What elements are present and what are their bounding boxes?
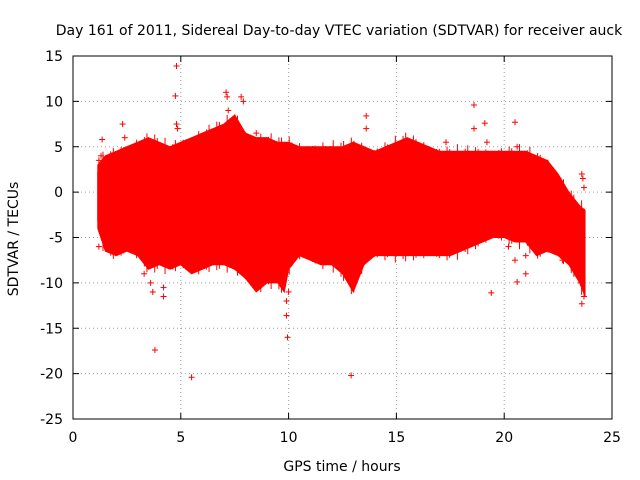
- x-tick-label: 10: [280, 430, 298, 446]
- outlier-point: [511, 257, 518, 264]
- y-tick-label: -20: [40, 367, 63, 383]
- outlier-point: [284, 334, 291, 341]
- y-tick-label: -5: [49, 231, 63, 247]
- outlier-points: [95, 62, 587, 381]
- outlier-point: [149, 288, 156, 295]
- outlier-point: [174, 125, 181, 132]
- y-axis-label: SDTVAR / TECUs: [6, 182, 22, 297]
- outlier-point: [580, 293, 587, 300]
- outlier-point: [172, 92, 179, 99]
- y-tick-label: -15: [40, 321, 63, 337]
- outlier-point: [442, 139, 449, 146]
- outlier-point: [488, 289, 495, 296]
- outlier-point: [578, 300, 585, 307]
- outlier-point: [363, 125, 370, 132]
- outlier-point: [119, 121, 126, 128]
- outlier-point: [579, 175, 586, 182]
- outlier-point: [224, 93, 231, 100]
- y-tick-labels: -25 -20 -15 -10 -5 0 5 10 15: [40, 49, 63, 428]
- outlier-point: [160, 293, 167, 300]
- outlier-point: [121, 134, 128, 141]
- outlier-point: [147, 279, 154, 286]
- outlier-point: [576, 261, 583, 268]
- outlier-point: [514, 143, 521, 150]
- grid: [73, 56, 612, 419]
- outlier-point: [578, 170, 585, 177]
- outlier-point: [141, 270, 148, 277]
- axis-ticks: [72, 55, 613, 420]
- x-tick-label: 0: [69, 430, 78, 446]
- y-tick-label: 10: [45, 94, 63, 110]
- outlier-point: [363, 112, 370, 119]
- outlier-point: [283, 312, 290, 319]
- outlier-point: [253, 130, 260, 137]
- outlier-point: [98, 152, 105, 159]
- outlier-point: [505, 243, 512, 250]
- outlier-point: [483, 139, 490, 146]
- x-tick-label: 25: [603, 430, 621, 446]
- x-tick-labels: 0 5 10 15 20 25: [69, 430, 621, 446]
- outlier-point: [577, 279, 584, 286]
- outlier-point: [559, 257, 566, 264]
- outlier-point: [188, 374, 195, 381]
- outlier-point: [240, 98, 247, 105]
- outlier-point: [511, 119, 518, 126]
- x-tick-label: 15: [387, 430, 405, 446]
- outlier-point: [99, 136, 106, 143]
- outlier-point: [151, 347, 158, 354]
- x-axis-label: GPS time / hours: [283, 459, 400, 475]
- outlier-point: [173, 121, 180, 128]
- outlier-point: [238, 93, 245, 100]
- y-tick-label: -10: [40, 276, 63, 292]
- y-tick-label: 5: [54, 140, 63, 156]
- outlier-point: [95, 157, 102, 164]
- chart-title: Day 161 of 2011, Sidereal Day-to-day VTE…: [56, 23, 623, 39]
- y-tick-label: -25: [40, 412, 63, 428]
- x-tick-label: 20: [495, 430, 513, 446]
- outlier-point: [514, 278, 521, 285]
- outlier-point: [481, 120, 488, 127]
- outlier-point: [471, 125, 478, 132]
- outlier-point: [522, 252, 529, 259]
- outlier-point: [95, 243, 102, 250]
- data-envelope: [97, 114, 586, 297]
- outlier-point: [173, 62, 180, 69]
- outlier-point: [225, 107, 232, 114]
- outlier-point: [283, 298, 290, 305]
- x-tick-label: 5: [176, 430, 185, 446]
- y-tick-label: 15: [45, 49, 63, 65]
- outlier-point: [348, 372, 355, 379]
- outlier-point: [580, 184, 587, 191]
- outlier-point: [160, 284, 167, 291]
- outlier-point: [223, 89, 230, 96]
- y-tick-label: 0: [54, 185, 63, 201]
- outlier-point: [522, 270, 529, 277]
- outlier-point: [471, 102, 478, 109]
- outlier-point: [285, 288, 292, 295]
